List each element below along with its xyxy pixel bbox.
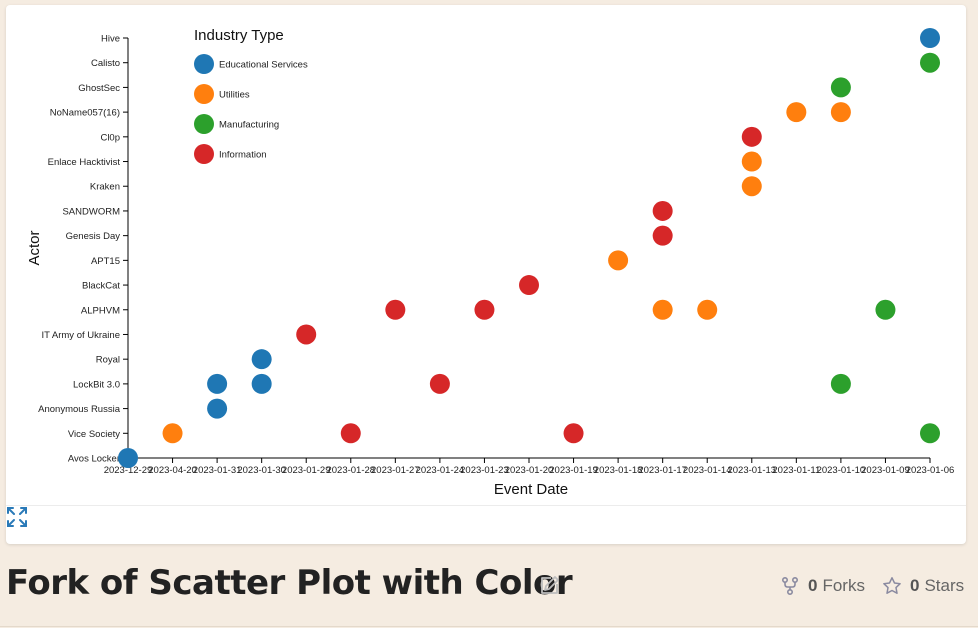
y-tick-label: BlackCat — [82, 281, 120, 292]
data-point — [251, 373, 272, 394]
data-point — [296, 324, 317, 345]
star-icon — [883, 577, 901, 594]
y-tick-label: Royal — [96, 355, 120, 366]
data-point — [429, 373, 450, 394]
data-point — [118, 448, 138, 468]
x-axis-title: Event Date — [494, 481, 568, 498]
legend-label: Manufacturing — [219, 120, 279, 131]
y-tick-label: SANDWORM — [62, 206, 120, 217]
y-tick-label: Genesis Day — [66, 231, 121, 242]
x-tick-label: 2023-01-09 — [861, 465, 910, 476]
edit-icon[interactable] — [538, 575, 560, 597]
y-tick-label: GhostSec — [78, 83, 120, 94]
forks-label: Forks — [822, 576, 865, 595]
x-tick-label: 2023-01-06 — [906, 465, 955, 476]
data-point — [162, 423, 183, 444]
stars-stat[interactable]: 0 Stars — [882, 576, 964, 596]
x-tick-label: 2023-01-31 — [193, 465, 242, 476]
legend-label: Educational Services — [219, 60, 308, 71]
bottom-divider — [0, 626, 978, 627]
data-point — [741, 176, 762, 197]
y-tick-label: ALPHVM — [81, 305, 120, 316]
y-tick-label: Anonymous Russia — [38, 404, 121, 415]
legend-label: Information — [219, 150, 267, 161]
x-tick-label: 2023-01-24 — [416, 465, 465, 476]
legend-swatch — [194, 114, 214, 134]
legend-swatch — [194, 144, 214, 164]
data-point — [608, 250, 629, 271]
data-point — [830, 77, 851, 98]
data-point — [474, 299, 495, 320]
data-point — [920, 28, 940, 48]
legend-label: Utilities — [219, 90, 250, 101]
data-point — [251, 349, 272, 370]
x-tick-label: 2023-01-17 — [638, 465, 687, 476]
forks-stat[interactable]: 0 Forks — [780, 576, 865, 596]
data-point — [830, 373, 851, 394]
x-tick-label: 2023-01-10 — [817, 465, 866, 476]
data-point — [697, 299, 718, 320]
y-axis-title: Actor — [26, 230, 43, 265]
legend-swatch — [194, 84, 214, 104]
data-point — [830, 102, 851, 123]
scatter-chart: Avos Locker Vice Society Anonymous Russia L… — [26, 27, 955, 498]
y-tick-label: Avos Locker — [68, 454, 120, 465]
y-tick-label: IT Army of Ukraine — [42, 330, 121, 341]
data-point — [920, 423, 940, 444]
y-tick-label: Cl0p — [100, 132, 120, 143]
x-tick-label: 2023-01-30 — [237, 465, 286, 476]
x-tick-label: 2023-12-29 — [104, 465, 153, 476]
data-point — [207, 373, 228, 394]
y-tick-label: APT15 — [91, 256, 120, 267]
x-tick-label: 2023-01-13 — [727, 465, 776, 476]
data-point — [652, 200, 673, 221]
y-tick-label: Enlace Hacktivist — [48, 157, 121, 168]
data-point — [563, 423, 584, 444]
x-tick-label: 2023-01-14 — [683, 465, 732, 476]
expand-icon[interactable] — [6, 506, 28, 528]
legend-title: Industry Type — [194, 27, 284, 44]
x-tick-label: 2023-01-18 — [594, 465, 643, 476]
data-point — [652, 299, 673, 320]
y-tick-label: LockBit 3.0 — [73, 379, 120, 390]
x-tick-label: 2023-01-23 — [460, 465, 509, 476]
x-tick-label: 2023-01-28 — [326, 465, 375, 476]
x-tick-label: 2023-01-27 — [371, 465, 420, 476]
y-tick-label: Kraken — [90, 182, 120, 193]
y-tick-label: Vice Society — [68, 429, 120, 440]
legend-swatch — [194, 54, 214, 74]
x-tick-label: 2023-01-11 — [772, 465, 820, 476]
y-tick-label: Calisto — [91, 58, 120, 69]
y-tick-label: NoName057(16) — [50, 108, 120, 119]
forks-count: 0 — [808, 576, 818, 595]
chart-card: Avos Locker Vice Society Anonymous Russia L… — [6, 5, 966, 544]
data-point — [741, 126, 762, 147]
page-title: Fork of Scatter Plot with Color — [6, 563, 573, 603]
data-point — [519, 275, 539, 296]
y-tick-label: Hive — [101, 34, 120, 45]
x-tick-label: 2023-01-29 — [282, 465, 331, 476]
card-footer — [6, 505, 966, 545]
data-point — [920, 52, 940, 73]
x-tick-label: 2023-04-20 — [148, 465, 197, 476]
data-point — [207, 398, 228, 419]
data-point — [652, 225, 673, 246]
stars-label: Stars — [924, 576, 965, 595]
data-point — [875, 299, 896, 320]
data-point — [786, 102, 807, 123]
data-point — [340, 423, 361, 444]
stars-count: 0 — [910, 576, 920, 595]
data-point — [385, 299, 406, 320]
x-tick-label: 2023-01-20 — [505, 465, 554, 476]
fork-icon — [781, 576, 799, 596]
data-point — [741, 151, 762, 172]
x-tick-label: 2023-01-19 — [549, 465, 598, 476]
